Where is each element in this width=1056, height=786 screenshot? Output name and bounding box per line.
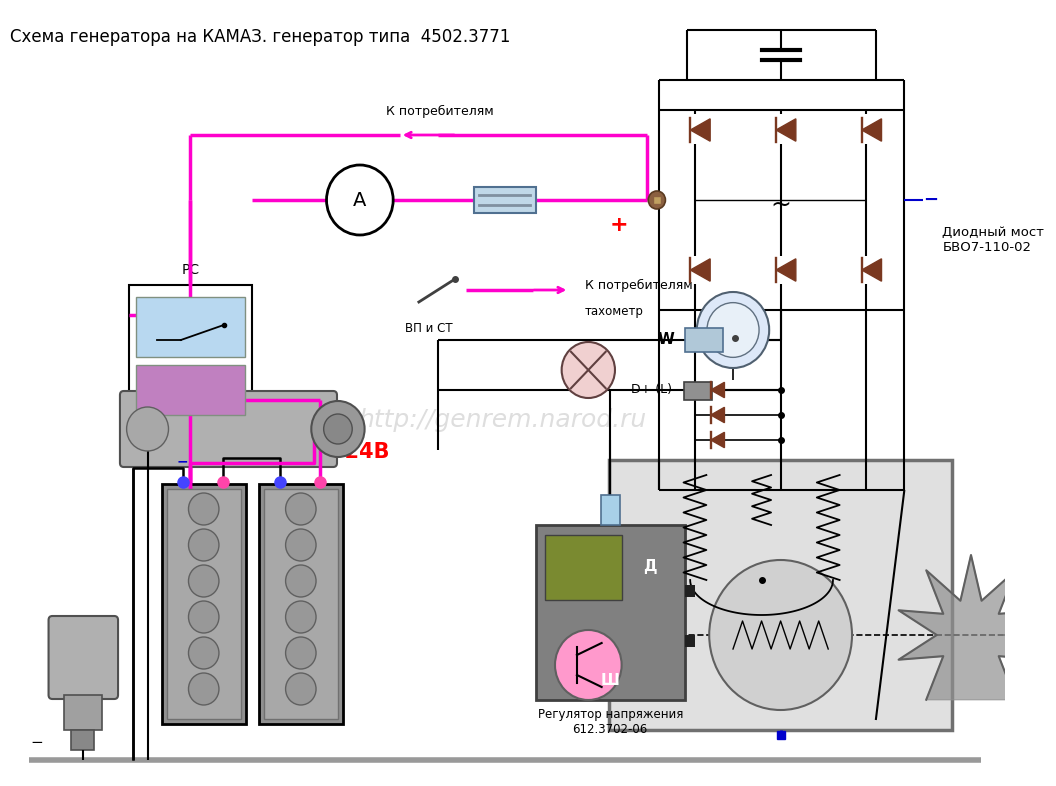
Circle shape bbox=[710, 560, 852, 710]
Text: Регулятор напряжения
612.3702-06: Регулятор напряжения 612.3702-06 bbox=[538, 708, 683, 736]
Text: +24В: +24В bbox=[327, 442, 390, 462]
Bar bbox=[72, 730, 94, 750]
Circle shape bbox=[127, 407, 169, 451]
Circle shape bbox=[285, 529, 316, 561]
Text: http://genrem.narod.ru: http://genrem.narod.ru bbox=[359, 408, 646, 432]
Bar bbox=[683, 382, 712, 400]
Bar bbox=[259, 484, 343, 724]
Text: ВП и СТ: ВП и СТ bbox=[404, 322, 452, 335]
Text: D+ (L): D+ (L) bbox=[631, 384, 672, 396]
Polygon shape bbox=[711, 382, 724, 398]
Bar bbox=[609, 460, 951, 730]
Bar bbox=[136, 297, 245, 357]
Polygon shape bbox=[691, 259, 711, 281]
Text: А: А bbox=[353, 190, 366, 210]
Bar bbox=[167, 489, 241, 719]
Polygon shape bbox=[711, 432, 724, 448]
Bar bbox=[162, 484, 246, 724]
Circle shape bbox=[285, 565, 316, 597]
Bar bbox=[129, 285, 252, 430]
Bar bbox=[601, 495, 620, 525]
Polygon shape bbox=[899, 555, 1043, 700]
Circle shape bbox=[285, 601, 316, 633]
Text: W: W bbox=[657, 332, 674, 347]
Text: ~: ~ bbox=[770, 193, 791, 217]
Circle shape bbox=[188, 565, 219, 597]
Circle shape bbox=[188, 601, 219, 633]
Circle shape bbox=[285, 493, 316, 525]
Circle shape bbox=[188, 493, 219, 525]
Polygon shape bbox=[862, 259, 882, 281]
Text: Схема генератора на КАМАЗ. генератор типа  4502.3771: Схема генератора на КАМАЗ. генератор тип… bbox=[10, 28, 510, 46]
Circle shape bbox=[706, 303, 759, 358]
Text: РС: РС bbox=[182, 263, 200, 277]
Bar bbox=[685, 635, 695, 647]
Circle shape bbox=[188, 529, 219, 561]
Polygon shape bbox=[691, 119, 711, 141]
Polygon shape bbox=[711, 407, 724, 423]
Text: К потребителям: К потребителям bbox=[385, 105, 494, 118]
Bar bbox=[546, 535, 622, 600]
Bar bbox=[63, 695, 101, 730]
Circle shape bbox=[312, 401, 364, 457]
Bar bbox=[474, 187, 536, 213]
Text: Диодный мост
БВО7-110-02: Диодный мост БВО7-110-02 bbox=[942, 226, 1044, 254]
Circle shape bbox=[562, 342, 615, 398]
Bar bbox=[685, 328, 723, 352]
Circle shape bbox=[188, 673, 219, 705]
Circle shape bbox=[285, 673, 316, 705]
Circle shape bbox=[648, 191, 665, 209]
Text: тахометр: тахометр bbox=[585, 305, 643, 318]
FancyBboxPatch shape bbox=[49, 616, 118, 699]
Circle shape bbox=[326, 165, 393, 235]
Circle shape bbox=[324, 414, 353, 444]
Polygon shape bbox=[862, 119, 882, 141]
Circle shape bbox=[285, 637, 316, 669]
Text: Д: Д bbox=[643, 560, 657, 575]
Circle shape bbox=[188, 637, 219, 669]
Text: −: − bbox=[923, 191, 939, 209]
Circle shape bbox=[697, 292, 769, 368]
Bar bbox=[536, 525, 685, 700]
Text: +: + bbox=[609, 215, 628, 235]
Text: К потребителям: К потребителям bbox=[585, 278, 693, 292]
Polygon shape bbox=[776, 259, 796, 281]
Text: Ш: Ш bbox=[601, 673, 620, 688]
Bar bbox=[264, 489, 338, 719]
Text: −: − bbox=[31, 735, 43, 750]
FancyBboxPatch shape bbox=[120, 391, 337, 467]
Bar bbox=[136, 365, 245, 415]
Bar bbox=[653, 196, 661, 204]
Text: −: − bbox=[177, 454, 189, 468]
Polygon shape bbox=[776, 119, 796, 141]
Circle shape bbox=[555, 630, 622, 700]
Bar bbox=[685, 585, 695, 597]
